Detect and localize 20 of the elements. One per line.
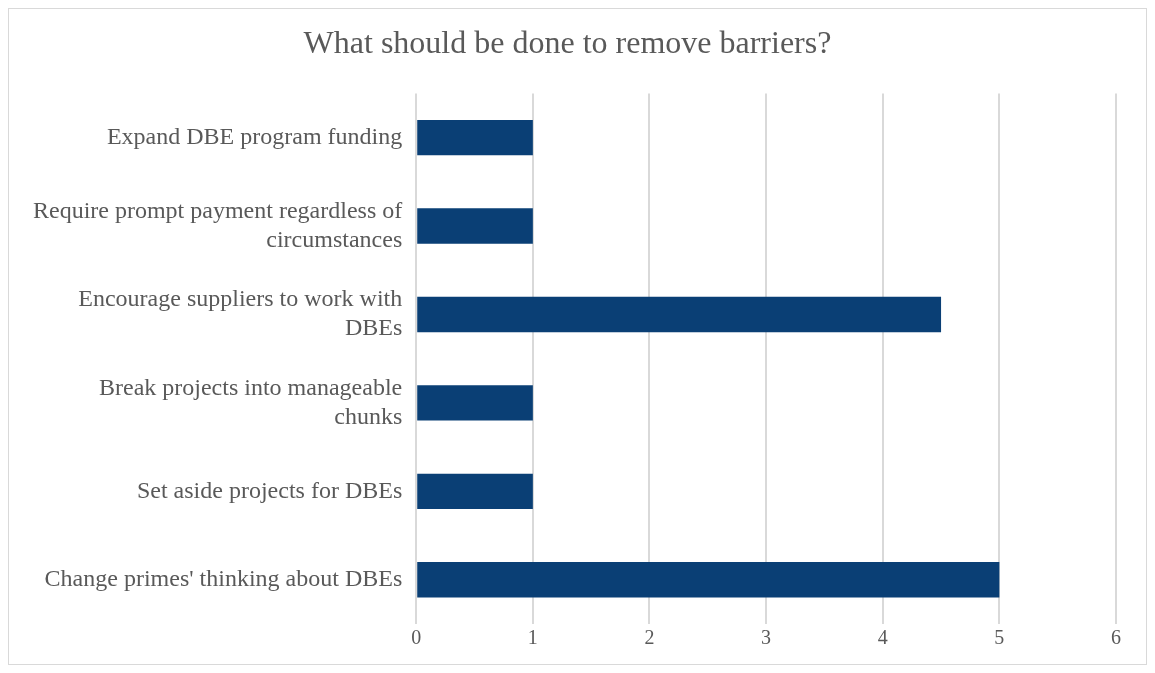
x-tick-label: 3 [761,626,772,649]
x-tick-label: 0 [411,626,422,649]
bar [417,473,533,510]
y-tick-label: Expand DBE program funding [106,122,403,149]
y-tick-label: Change primes' thinking about DBEs [44,565,403,592]
x-tick-label: 1 [527,626,538,649]
x-tick-label: 4 [877,626,888,649]
x-tick-label: 5 [994,626,1005,649]
y-tick-label: Encourage suppliers to work with DBEs [78,285,403,341]
bar [417,296,942,333]
y-tick-label: Set aside projects for DBEs [136,476,403,503]
x-tick-label: 6 [1111,626,1121,649]
bar [417,119,533,156]
bar [417,208,533,244]
chart-title: What should be done to remove barriers? [303,23,832,60]
x-tick-label: 2 [644,626,655,649]
bar [417,562,1000,598]
bar [417,385,533,421]
y-tick-label: Require prompt payment regardless of circumstances [32,196,403,252]
y-tick-label: Break projects into manageable chunks [99,373,403,429]
